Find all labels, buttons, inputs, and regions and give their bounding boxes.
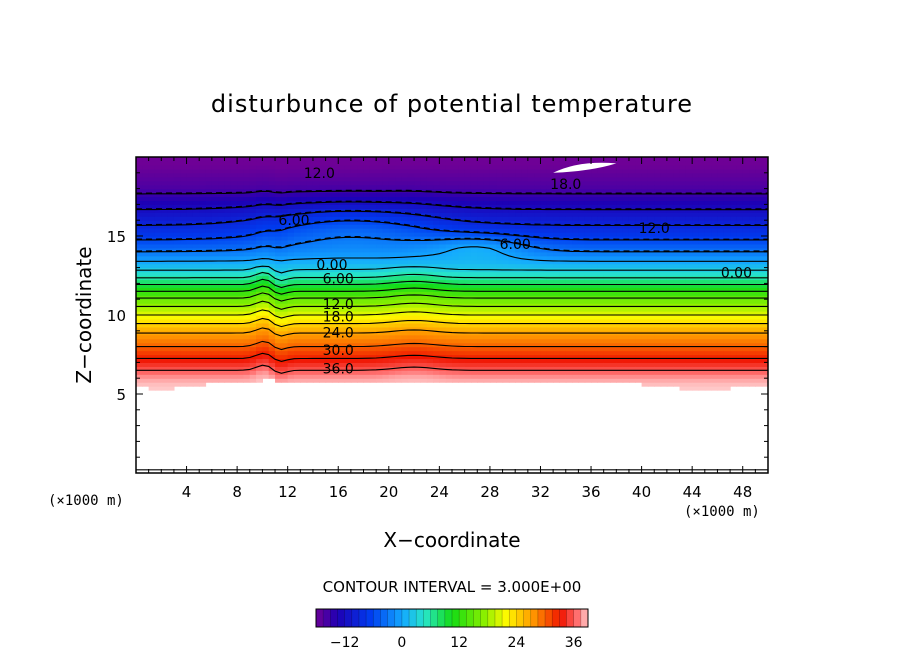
colorbar-bin [344,609,353,627]
x-unit-right: (×1000 m) [684,504,760,520]
colorbar-bin [502,609,510,627]
y-axis-label: Z−coordinate [72,246,96,383]
colorbar-bin [537,609,546,627]
x-tick-label: 16 [329,483,348,501]
x-tick-label: 4 [182,483,192,501]
colorbar-bin [366,609,374,627]
colorbar-bin [416,609,424,627]
contour-label: 18.0 [323,310,354,326]
x-tick-label: 24 [430,483,449,501]
colorbar-tick-labels: −12 0 12 24 36 [330,635,583,651]
contour-label: 18.0 [550,177,581,193]
contour-label: 6.00 [323,272,354,288]
y-tick-labels: 5 10 15 [107,228,126,404]
x-tick-label: 36 [581,483,600,501]
colorbar-bin [444,609,453,627]
colorbar-bin [452,609,460,627]
colorbar-bin [509,609,517,627]
colorbar-bin [523,609,532,627]
colorbar-bin [358,609,367,627]
x-tick-labels: 4 8 12 16 20 24 28 32 36 40 44 48 [182,483,752,501]
contour-label: 12.0 [639,221,670,237]
colorbar-bin [459,609,467,627]
colorbar-bin [423,609,431,627]
colorbar-bin [480,609,489,627]
x-tick-label: 48 [733,483,752,501]
contour-label: 24.0 [323,325,354,341]
colorbar-bin [394,609,403,627]
x-tick-label: 32 [531,483,550,501]
axis-ticks [136,157,768,473]
contour-label: 36.0 [323,362,354,378]
contour-label: 0.00 [316,257,347,273]
colorbar-bin [559,609,567,627]
x-tick-label: 28 [480,483,499,501]
colorbar-bin [566,609,574,627]
colorbar-tick-label: 0 [397,635,406,651]
x-unit-left: (×1000 m) [48,493,124,509]
x-tick-label: 12 [278,483,297,501]
colorbar-bin [473,609,481,627]
contour-labels: 12.018.06.00 12.06.000.00 0.006.0012.018.0… [278,166,752,378]
colorbar-bin [373,609,381,627]
colorbar-bin [580,609,589,627]
chart-title: disturbunce of potential temperature [211,90,693,118]
colorbar-bin [323,609,331,627]
colorbar-bin [330,609,338,627]
colorbar-bin [316,609,324,627]
colorbar-bin [545,609,553,627]
x-tick-label: 40 [632,483,651,501]
colorbar-bin [516,609,524,627]
y-tick-label: 15 [107,228,126,246]
colorbar-bin [409,609,417,627]
colorbar-bin [351,609,360,627]
y-tick-label: 5 [116,386,126,404]
colorbar-tick-label: 24 [508,635,526,651]
colorbar-bin [401,609,410,627]
colorbar-bin [487,609,496,627]
colorbar-tick-label: 12 [450,635,468,651]
contour-interval-text: CONTOUR INTERVAL = 3.000E+00 [323,578,582,596]
colorbar-frame [315,608,589,628]
x-tick-label: 8 [232,483,242,501]
contour-label: 6.00 [278,213,309,229]
colorbar-bin [437,609,446,627]
colorbar-bin [387,609,396,627]
x-axis-label: X−coordinate [383,528,520,552]
contour-label: 6.00 [500,237,531,253]
contour-lines [136,189,768,471]
contour-label: 12.0 [304,166,335,182]
colorbar-bin [552,609,560,627]
colorbar [315,609,589,627]
colorbar-bin [494,609,503,627]
colorbar-bin [573,609,582,627]
colorbar-tick-label: −12 [330,635,360,651]
contour-label: 30.0 [323,343,354,359]
colorbar-bin [530,609,539,627]
x-tick-label: 20 [379,483,398,501]
colorbar-bin [430,609,438,627]
colorbar-bin [337,609,345,627]
colorbar-bin [380,609,388,627]
colorbar-tick-label: 36 [565,635,583,651]
colorbar-bin [466,609,474,627]
x-tick-label: 44 [683,483,702,501]
contour-label: 0.00 [721,265,752,281]
contour-label: 12.0 [323,297,354,313]
y-tick-label: 10 [107,307,126,325]
